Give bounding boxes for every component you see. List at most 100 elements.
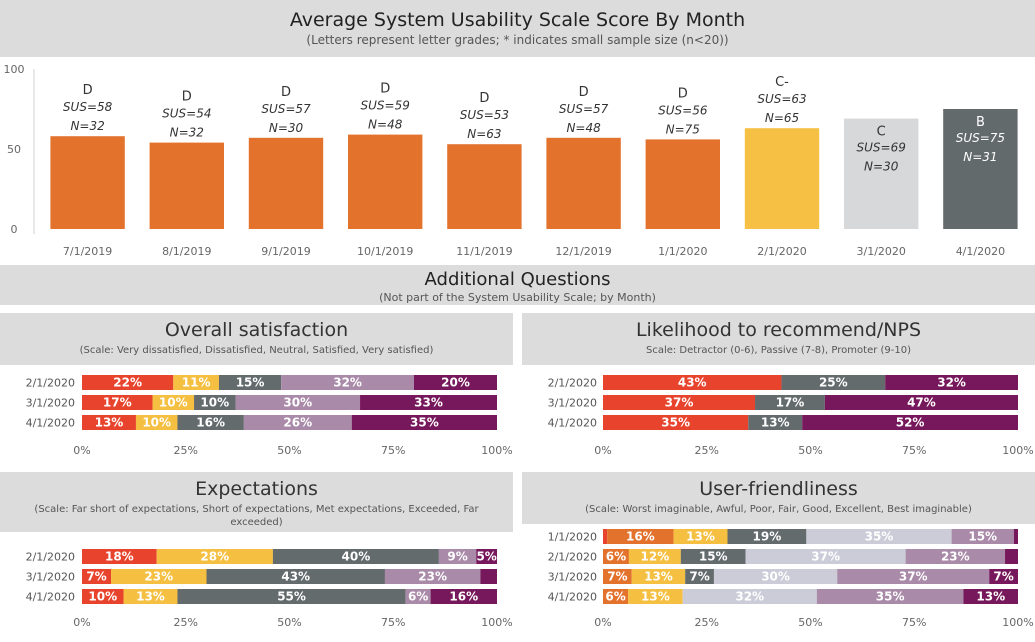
expectations-segment-label: 10%	[88, 590, 117, 604]
expectations-x-tick-label: 25%	[174, 616, 198, 629]
nps-x-tick-label: 100%	[1002, 444, 1033, 457]
user-friendliness-segment	[727, 529, 807, 544]
user-friendliness-segment-label: 13%	[641, 590, 670, 604]
satisfaction-segment	[177, 415, 244, 430]
nps-segment	[603, 415, 749, 430]
expectations-segment-label: 7%	[86, 570, 106, 584]
satisfaction-row-label: 2/1/2020	[26, 377, 75, 390]
expectations-segment-label: 18%	[105, 550, 134, 564]
user-friendliness-segment	[680, 549, 746, 564]
grade-label: C	[877, 125, 886, 140]
user-friendliness-segment-label: 7%	[607, 570, 627, 584]
user-friendliness-segment-label: 35%	[865, 530, 894, 544]
sus-label: SUS=75	[956, 131, 1005, 145]
satisfaction-segment-label: 10%	[142, 416, 171, 430]
nps-segment	[755, 395, 825, 410]
sus-label: SUS=56	[658, 103, 708, 117]
grade-label: D	[182, 90, 192, 105]
satisfaction-segment	[194, 395, 236, 410]
user-friendliness-segment	[603, 569, 632, 584]
x-tick-label: 9/1/2019	[261, 245, 310, 258]
nps-segment	[748, 415, 803, 430]
sus-label: SUS=54	[162, 107, 211, 121]
satisfaction-segment-label: 11%	[182, 376, 211, 390]
expectations-title: Expectations	[195, 478, 318, 500]
expectations-segment	[272, 549, 439, 564]
bar-1/1/2020	[645, 139, 720, 229]
satisfaction-segment-label: 15%	[236, 376, 265, 390]
main-chart-header: Average System Usability Scale Score By …	[0, 0, 1035, 57]
user-friendliness-segment	[837, 569, 990, 584]
user-friendliness-segment	[673, 529, 728, 544]
user-friendliness-segment-label: 35%	[876, 590, 905, 604]
x-tick-label: 4/1/2020	[956, 245, 1005, 258]
expectations-segment	[123, 589, 178, 604]
nps-segment	[781, 375, 886, 390]
user-friendliness-segment-label: 15%	[968, 530, 997, 544]
user-friendliness-segment	[603, 529, 608, 544]
expectations-x-tick-label: 0%	[73, 616, 90, 629]
nps-x-tick-label: 75%	[902, 444, 926, 457]
nps-subtitle: Scale: Detractor (0-6), Passive (7-8), P…	[645, 345, 912, 356]
expectations-segment-label: 16%	[449, 590, 478, 604]
satisfaction-panel-header: Overall satisfaction (Scale: Very dissat…	[0, 313, 513, 365]
n-label: N=65	[765, 111, 799, 125]
x-tick-label: 3/1/2020	[856, 245, 905, 258]
satisfaction-segment-label: 26%	[283, 416, 312, 430]
user-friendliness-segment	[628, 549, 681, 564]
user-friendliness-title: User-friendliness	[699, 478, 858, 500]
x-tick-label: 8/1/2019	[162, 245, 211, 258]
expectations-segment	[476, 549, 497, 564]
user-friendliness-segment	[603, 589, 629, 604]
n-label: N=63	[467, 127, 501, 141]
expectations-segment	[111, 569, 207, 584]
user-friendliness-segment-label: 15%	[699, 550, 728, 564]
x-tick-label: 1/1/2020	[658, 245, 707, 258]
nps-segment-label: 13%	[761, 416, 790, 430]
user-friendliness-segment	[682, 589, 817, 604]
x-tick-label: 2/1/2020	[757, 245, 806, 258]
user-friendliness-segment-label: 7%	[689, 570, 709, 584]
expectations-segment-label: 40%	[342, 550, 371, 564]
user-friendliness-segment	[628, 589, 683, 604]
main-chart-title: Average System Usability Scale Score By …	[289, 9, 746, 31]
additional-questions-title: Additional Questions	[424, 269, 611, 290]
satisfaction-segment	[360, 395, 497, 410]
satisfaction-x-tick-label: 25%	[174, 444, 198, 457]
additional-questions-header: Additional Questions (Not part of the Sy…	[0, 265, 1035, 305]
user-friendliness-segment	[806, 529, 952, 544]
user-friendliness-segment-label: 37%	[811, 550, 840, 564]
satisfaction-segment	[218, 375, 282, 390]
sus-label: SUS=58	[63, 100, 113, 114]
satisfaction-segment-label: 10%	[159, 396, 188, 410]
user-friendliness-segment-label: 32%	[735, 590, 764, 604]
expectations-segment	[430, 589, 497, 604]
user-friendliness-segment	[816, 589, 964, 604]
user-friendliness-segment-label: 6%	[606, 550, 626, 564]
satisfaction-segment-label: 33%	[414, 396, 443, 410]
nps-segment	[885, 375, 1018, 390]
user-friendliness-segment-label: 13%	[976, 590, 1005, 604]
expectations-x-tick-label: 100%	[481, 616, 512, 629]
y-tick-label: 0	[11, 223, 18, 236]
nps-segment-label: 17%	[776, 396, 805, 410]
nps-segment-label: 37%	[665, 396, 694, 410]
user-friendliness-segment-label: 30%	[761, 570, 790, 584]
user-friendliness-row-label: 2/1/2020	[548, 551, 597, 564]
user-friendliness-segment	[1013, 529, 1018, 544]
expectations-row-label: 3/1/2020	[26, 571, 75, 584]
expectations-segment	[177, 589, 406, 604]
bar-10/1/2019	[348, 134, 423, 229]
expectations-x-tick-label: 75%	[381, 616, 405, 629]
x-tick-label: 11/1/2019	[456, 245, 512, 258]
user-friendliness-segment	[989, 569, 1018, 584]
satisfaction-row-label: 3/1/2020	[26, 397, 75, 410]
bar-12/1/2019	[546, 137, 621, 229]
expectations-segment	[480, 569, 497, 584]
user-friendliness-segment-label: 6%	[605, 590, 625, 604]
expectations-subtitle: (Scale: Far short of expectations, Short…	[34, 504, 479, 528]
user-friendliness-x-tick-label: 75%	[902, 616, 926, 629]
nps-row-label: 4/1/2020	[548, 417, 597, 430]
sus-label: SUS=59	[361, 99, 410, 113]
bar-4/1/2020	[943, 109, 1018, 229]
